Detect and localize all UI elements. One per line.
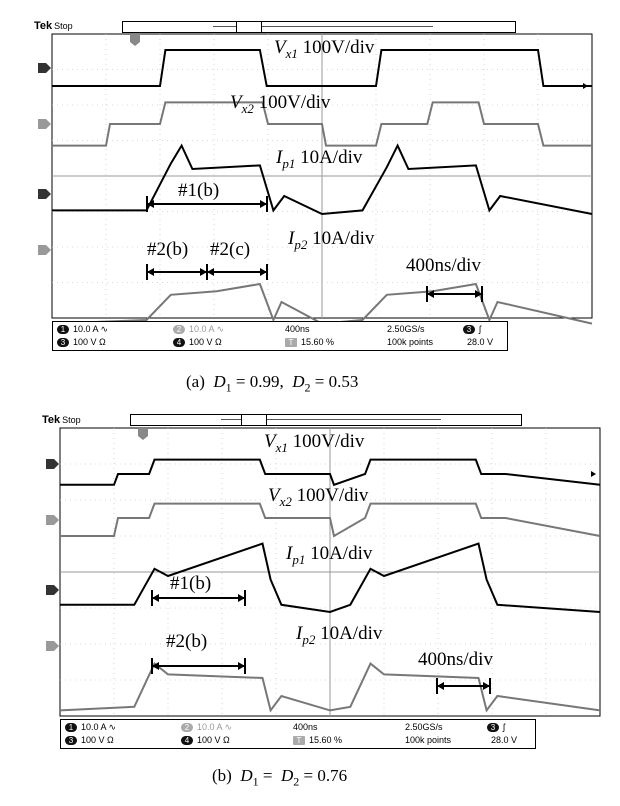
trigger-marker [138, 428, 148, 440]
channel-marker-1 [38, 189, 51, 199]
trigger-position: T 15.60 % [285, 337, 334, 348]
timebase-label: 400ns/div [418, 649, 493, 670]
label-ip1: Ip1 10A/div [286, 543, 373, 567]
tek-logo: Tek [42, 414, 61, 426]
arrow-head [238, 662, 245, 670]
caption-a: (a) D1 = 0.99, D2 = 0.53 [186, 372, 359, 395]
scope-plot-b [46, 427, 601, 717]
trigger-level: 28.0 V [467, 337, 494, 347]
record-window [236, 21, 262, 33]
label-ip2: Ip2 10A/div [296, 623, 383, 647]
label-vx2: Vx2 100V/div [268, 485, 369, 509]
record-length: 100k points [405, 735, 452, 745]
trigger-level-marker [591, 471, 596, 477]
ch2-readout: 2 10.0 A ∿ [173, 324, 224, 335]
interval-1b: #1(b) [170, 573, 212, 594]
timebase-readout: 400ns [293, 722, 318, 732]
record-length: 100k points [387, 337, 434, 347]
sample-rate: 2.50GS/s [387, 324, 425, 334]
scope-plot-a [38, 33, 593, 325]
arrow-head [427, 290, 434, 298]
scope-brand: Tek Stop [34, 20, 73, 32]
arrow-head [483, 682, 490, 690]
channel-marker-4 [46, 515, 59, 525]
status-bar-a: 1 10.0 A ∿ 2 10.0 A ∿ 3 100 V Ω 4 100 V Ω 40… [52, 321, 508, 351]
interval-2c: #2(c) [210, 239, 251, 260]
timebase-readout: 400ns [285, 324, 310, 334]
ch2-readout: 2 10.0 A ∿ [181, 722, 232, 733]
record-view-bar [130, 414, 522, 426]
trigger-position: T 15.60 % [293, 735, 342, 746]
panel-a: Tek Stop Vx1 100V/div Vx2 100V/div Ip1 10… [0, 0, 620, 400]
arrow-head [437, 682, 444, 690]
interval-2b: #2(b) [147, 239, 189, 260]
trace-ip1 [52, 143, 593, 216]
ch3-readout: 3 100 V Ω [57, 337, 106, 348]
interval-1b: #1(b) [178, 180, 220, 201]
run-state: Stop [54, 21, 73, 31]
interval-2b: #2(b) [166, 631, 208, 652]
ch4-readout: 4 100 V Ω [173, 337, 222, 348]
label-vx1: Vx1 100V/div [264, 431, 365, 455]
trace-vx2 [60, 502, 601, 538]
record-view-bar [122, 21, 516, 33]
tek-logo: Tek [34, 20, 53, 32]
trigger-level-marker [583, 83, 588, 89]
caption-b: (b) D1 = D2 = 0.76 [212, 766, 348, 789]
status-bar-b: 1 10.0 A ∿ 2 10.0 A ∿ 3 100 V Ω 4 100 V Ω 40… [60, 719, 536, 749]
arrow-head [147, 268, 154, 276]
arrow-head [475, 290, 482, 298]
arrow-head [200, 268, 207, 276]
run-state: Stop [62, 415, 81, 425]
trigger-level: 28.0 V [491, 735, 518, 745]
arrow-head [207, 268, 214, 276]
channel-marker-3 [38, 63, 51, 73]
arrow-head [238, 594, 245, 602]
ch4-readout: 4 100 V Ω [181, 735, 230, 746]
arrow-head [152, 662, 159, 670]
label-ip1: Ip1 10A/div [276, 147, 363, 171]
channel-marker-3 [46, 459, 59, 469]
scope-screen-b [46, 427, 601, 717]
ch3-readout: 3 100 V Ω [65, 735, 114, 746]
arrow-head [260, 200, 267, 208]
label-ip2: Ip2 10A/div [288, 228, 375, 252]
ch1-readout: 1 10.0 A ∿ [65, 722, 116, 733]
label-vx1: Vx1 100V/div [274, 37, 375, 61]
record-window [241, 414, 267, 426]
timebase-label: 400ns/div [406, 255, 481, 276]
trace-vx2 [52, 101, 592, 147]
arrow-head [260, 268, 267, 276]
trace-vx1 [52, 49, 592, 87]
channel-marker-2 [46, 641, 59, 651]
sample-rate: 2.50GS/s [405, 722, 443, 732]
arrow-head [147, 200, 154, 208]
channel-marker-4 [38, 119, 51, 129]
label-vx2: Vx2 100V/div [230, 92, 331, 116]
ch1-readout: 1 10.0 A ∿ [57, 324, 108, 335]
panel-b: Tek Stop Vx1 100V/div Vx2 100V/div Ip1 10… [0, 402, 620, 806]
arrow-head [152, 594, 159, 602]
channel-marker-1 [46, 585, 59, 595]
scope-brand: Tek Stop [42, 414, 81, 426]
channel-marker-2 [38, 245, 51, 255]
trace-ip1 [60, 542, 601, 614]
scope-screen-a [38, 33, 593, 325]
trace-vx1 [60, 458, 601, 487]
trigger-marker [130, 34, 140, 46]
